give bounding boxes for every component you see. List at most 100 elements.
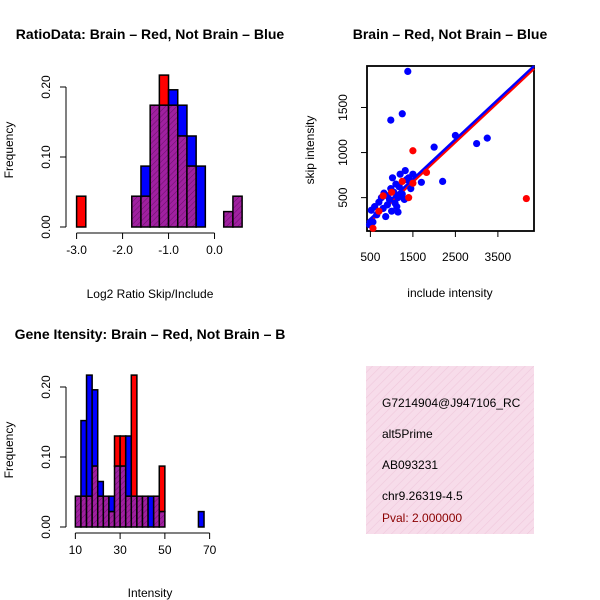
intensity-hist-bar-overlap-9	[124, 495, 133, 528]
scatter-point-not-brain-8	[383, 201, 391, 209]
scatter-y-tick-label-2: 1500	[336, 94, 350, 121]
intensity-hist-bar-overlap-8	[119, 465, 127, 528]
ratio-hist-y-tick-label-0: 0.00	[39, 215, 53, 239]
scatter-x-tick-label-1: 1500	[400, 250, 427, 264]
scatter-point-not-brain-38	[394, 208, 402, 216]
scatter-point-not-brain-27	[409, 170, 417, 178]
ratio-hist-bar-overlap-6	[131, 195, 142, 228]
ratio-hist-x-tick-label-1: -2.0	[112, 243, 133, 257]
scatter-point-brain-2	[409, 179, 417, 187]
intensity-hist-bar-overlap-10	[130, 495, 138, 528]
intensity-hist-bar-not-brain-6	[108, 495, 116, 513]
intensity-hist-bar-not-brain-22	[197, 510, 205, 528]
scatter-point-not-brain-18	[395, 183, 403, 191]
info-panel: G7214904@J947106_RC alt5Prime AB093231 c…	[366, 366, 534, 534]
scatter-point-not-brain-32	[473, 139, 481, 148]
intensity-hist-title: Gene Itensity: Brain – Red, Not Brain – …	[15, 326, 286, 342]
ratio-hist-x-ticks: -3.0 -2.0 -1.0 0.0	[66, 233, 223, 257]
intensity-hist-bar-overlap-1	[80, 495, 88, 528]
ratio-hist-ylabel: Frequency	[2, 122, 16, 179]
intensity-hist-bar-overlap-2	[85, 495, 93, 528]
intensity-hist-x-tick-label-1: 30	[113, 543, 127, 557]
intensity-hist-bar-overlap-14	[152, 495, 161, 528]
intensity-hist-bar-overlap-15	[158, 510, 166, 528]
scatter-point-not-brain-12	[388, 174, 397, 182]
ratio-hist-bar-not-brain-7	[140, 165, 151, 197]
scatter-point-brain-4	[522, 194, 530, 203]
scatter-y-tick-label-1: 1000	[336, 139, 350, 166]
intensity-hist-y-tick-label-2: 0.20	[39, 375, 53, 399]
ratio-hist-y-tick-label-2: 0.20	[39, 75, 53, 99]
ratio-hist-bar-brain-9	[158, 74, 170, 106]
scatter-point-not-brain-30	[439, 177, 447, 186]
scatter-point-not-brain-1	[371, 203, 379, 211]
scatter-point-brain-0	[369, 224, 377, 232]
intensity-hist-bar-brain-7	[113, 435, 121, 467]
ratio-hist-x-tick-label-3: 0.0	[206, 243, 223, 257]
intensity-hist-bar-not-brain-1	[80, 419, 88, 497]
ratio-hist-bar-not-brain-11	[176, 104, 188, 137]
scatter-x-ticks: 500 1500 2500 3500	[360, 231, 512, 264]
scatter-point-not-brain-24	[404, 67, 412, 76]
info-location: chr9.26319-4.5	[382, 489, 463, 503]
intensity-hist-bar-overlap-0	[74, 495, 82, 528]
scatter-point-not-brain-35	[387, 116, 395, 124]
scatter-x-tick-label-0: 500	[360, 250, 380, 264]
scatter-point-not-brain-22	[401, 166, 409, 175]
ratio-hist-y-tick-label-1: 0.10	[39, 145, 53, 169]
scatter-point-not-brain-20	[398, 190, 406, 198]
scatter-ylabel: skip intensity	[303, 116, 317, 185]
intensity-hist-bar-overlap-7	[113, 465, 121, 528]
scatter-point-brain-7	[379, 192, 387, 200]
intensity-hist-bar-overlap-12	[141, 495, 149, 528]
intensity-hist-bar-overlap-4	[96, 495, 105, 528]
scatter-x-tick-label-3: 3500	[485, 250, 512, 264]
intensity-hist-bar-brain-8	[119, 435, 127, 467]
intensity-hist-bar-not-brain-13	[147, 495, 155, 528]
scatter-point-brain-5	[398, 177, 406, 186]
info-pval: Pval: 2.000000	[382, 511, 462, 525]
scatter-point-brain-6	[388, 188, 396, 196]
intensity-hist-bar-not-brain-2	[85, 374, 93, 497]
intensity-hist-x-tick-label-0: 10	[69, 543, 83, 557]
scatter-y-tick-label-0: 500	[336, 187, 350, 207]
info-probe-id: G7214904@J947106_RC	[382, 396, 521, 410]
scatter-title: Brain – Red, Not Brain – Blue	[353, 26, 548, 42]
ratio-hist-bar-not-brain-13	[195, 165, 207, 228]
ratio-histogram: RatioData: Brain – Red, Not Brain – Blue…	[2, 26, 284, 301]
scatter-xlabel: include intensity	[407, 286, 492, 300]
ratio-hist-bar-overlap-16	[222, 210, 234, 228]
intensity-hist-y-ticks: 0.00 0.10 0.20	[39, 375, 66, 539]
intensity-hist-x-tick-label-2: 50	[158, 543, 172, 557]
info-panel-background	[366, 366, 534, 534]
intensity-hist-y-tick-label-1: 0.10	[39, 445, 53, 469]
intensity-hist-bar-overlap-3	[91, 465, 99, 528]
info-accession: AB093231	[382, 458, 438, 472]
scatter-point-not-brain-16	[393, 203, 401, 211]
intensity-scatter: Brain – Red, Not Brain – Blue include in…	[303, 26, 547, 300]
intensity-hist-bars	[74, 374, 205, 528]
intensity-hist-bar-overlap-5	[102, 495, 110, 528]
scatter-point-not-brain-19	[396, 170, 404, 178]
scatter-point-not-brain-29	[430, 143, 438, 151]
scatter-point-not-brain-26	[407, 185, 415, 193]
info-event-type: alt5Prime	[382, 427, 433, 441]
ratio-hist-bar-not-brain-10	[167, 89, 179, 106]
ratio-hist-bar-overlap-7	[140, 195, 151, 228]
intensity-hist-bar-overlap-6	[108, 510, 116, 528]
ratio-hist-title: RatioData: Brain – Red, Not Brain – Blue	[16, 26, 285, 42]
scatter-y-ticks: 500 1000 1500	[336, 94, 367, 208]
scatter-x-tick-label-2: 2500	[442, 250, 469, 264]
intensity-hist-bar-not-brain-9	[124, 435, 133, 497]
ratio-hist-bar-overlap-12	[186, 165, 197, 228]
ratio-hist-xlabel: Log2 Ratio Skip/Include	[87, 287, 214, 301]
scatter-plot-box	[366, 65, 535, 232]
intensity-hist-bar-overlap-11	[136, 495, 144, 528]
ratio-hist-x-tick-label-2: -1.0	[158, 243, 179, 257]
intensity-hist-y-tick-label-0: 0.00	[39, 515, 53, 539]
scatter-point-not-brain-11	[388, 207, 396, 215]
intensity-hist-bar-brain-15	[158, 465, 166, 513]
intensity-hist-bar-not-brain-4	[96, 480, 105, 497]
intensity-hist-bar-brain-10	[130, 374, 138, 497]
